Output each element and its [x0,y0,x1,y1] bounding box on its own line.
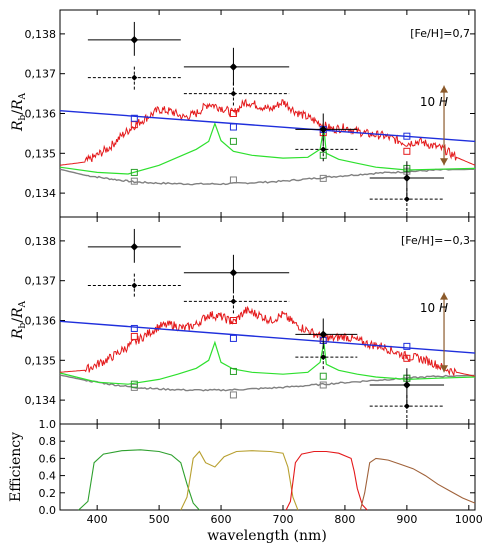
top-red-square [229,110,237,117]
middle-blue-square [229,334,237,342]
middle-ylabel: Rb/RA [10,300,28,340]
top-blue-series-line [59,110,476,143]
middle-blue-square [403,342,411,350]
top-blue-square [403,132,411,140]
middle-red-square [403,354,411,362]
middle-ytick-label: 0,135 [25,354,57,367]
top-panel-frame [59,9,476,218]
middle-scale-arrow-down [440,365,449,373]
middle-data-point [229,268,238,277]
top-data-point [130,36,139,44]
top-panel-annotation: [Fe/H]=0,7 [410,27,470,40]
middle-data-point-dashed [320,354,327,361]
top-data-point-dashed [403,196,410,203]
middle-red-square [229,317,237,324]
top-data-point-dashed [131,74,138,81]
xtick-label: 700 [272,513,293,526]
middle-data-point-dashed [403,403,410,410]
xlabel: wavelength (nm) [207,528,327,544]
middle-ytick-label: 0,134 [25,394,57,407]
xtick-label: 800 [334,513,355,526]
middle-grey-series-line [59,374,476,392]
middle-data-point-dashed [131,282,138,289]
middle-ytick-label: 0,138 [25,235,57,248]
bottom-ytick-label: 0.0 [39,504,57,517]
top-data-point [319,125,328,134]
top-data-point-dashed [320,146,327,153]
middle-grey-square [229,391,237,399]
bottom-ytick-label: 0.8 [39,435,57,448]
middle-green-square [319,372,327,380]
top-scale-label: 10 H [420,95,448,109]
middle-green-series-line [59,340,476,385]
middle-blue-square [130,324,138,332]
bottom-panel-frame [59,423,476,511]
middle-red-series-line [59,305,476,377]
xtick-label: 900 [396,513,417,526]
top-data-point [229,63,238,71]
top-scale-arrow-up [440,85,449,93]
bottom-panel: 0.0 0.2 0.4 0.6 0.8 1.0 400 500 600 700 800 900 1000 [39,418,483,526]
top-red-square [403,147,411,155]
bottom-ytick-label: 0.4 [39,470,57,483]
bottom-ytick-label: 0.2 [39,487,57,500]
middle-data-point [130,243,139,251]
top-ytick-label: 0,136 [25,108,57,121]
middle-green-square [130,380,138,388]
top-green-square [130,168,138,176]
efficiency-curve [180,450,299,511]
xtick-label: 400 [87,513,108,526]
top-green-series-line [59,121,476,175]
top-scale-arrow-down [440,158,449,166]
bottom-ytick-label: 1.0 [39,418,57,431]
top-grey-square [130,177,138,185]
xtick-label: 500 [149,513,170,526]
top-panel: 0,134 0,135 0,136 0,137 0,138 [25,10,476,217]
efficiency-curve [78,449,200,511]
middle-panel-annotation: [Fe/H]=−0,3 [401,234,470,247]
middle-data-point-dashed [230,298,237,305]
top-data-point [403,174,411,182]
top-ytick-label: 0,135 [25,147,57,160]
middle-scale-label: 10 H [420,301,448,315]
efficiency-curve [285,450,368,511]
top-green-square [229,137,237,145]
middle-green-square [229,367,237,375]
top-grey-square [229,176,237,184]
middle-panel: 0,134 0,135 0,136 0,137 0,138 [25,217,476,424]
top-ytick-label: 0,137 [25,68,57,81]
bottom-ylabel: Efficiency [8,432,24,502]
middle-ytick-label: 0,137 [25,275,57,288]
middle-data-point [403,381,411,389]
middle-ytick-label: 0,136 [25,315,57,328]
top-ytick-label: 0,138 [25,28,57,41]
efficiency-curve [359,457,476,511]
top-blue-square [229,123,237,131]
middle-blue-series-line [59,320,476,354]
bottom-ytick-label: 0.6 [39,452,57,465]
top-red-series-line [59,98,476,166]
xtick-label: 1000 [455,513,483,526]
top-grey-square [319,174,327,182]
middle-data-point [319,330,328,339]
middle-grey-square [319,381,327,389]
top-ytick-label: 0,134 [25,187,57,200]
xtick-label: 600 [211,513,232,526]
top-ylabel: Rb/RA [10,92,28,132]
top-blue-square [130,114,138,122]
top-grey-series-line [59,168,476,186]
middle-red-square [130,332,138,340]
middle-scale-arrow-up [440,292,449,300]
top-data-point-dashed [230,90,237,97]
